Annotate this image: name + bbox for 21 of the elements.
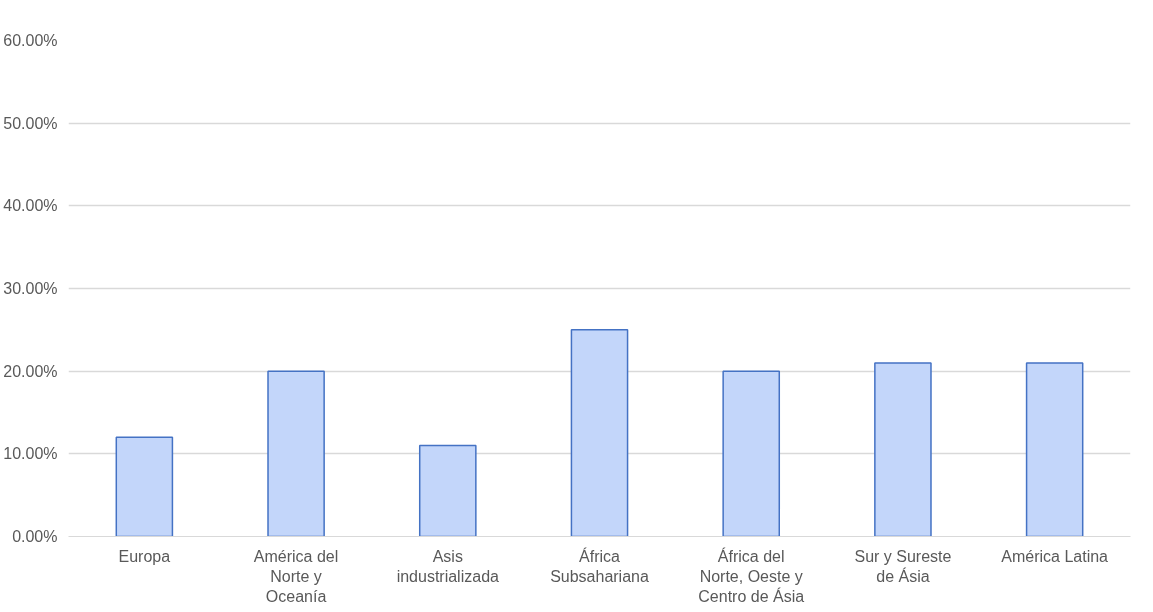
bar [1025,362,1084,537]
bar [722,370,781,537]
bar [115,436,174,537]
y-tick-label: 0.00% [12,528,58,545]
y-tick-label: 30.00% [3,280,58,297]
y-tick-label: 10.00% [3,445,58,463]
bar [874,362,932,537]
x-tick-label: África del Norte, Oeste y Centro de Ásia [698,546,805,606]
y-tick-label: 40.00% [3,197,58,215]
x-tick-label: África Subsahariana [550,546,649,585]
y-tick-label: 20.00% [3,362,58,380]
x-tick-label: América del Norte y Oceanía [253,547,339,606]
x-tick-label: Sur y Sureste de Ásia [854,547,952,585]
bar [570,329,629,537]
x-tick-label: Asis industrializada [396,547,500,585]
bar [267,370,325,537]
x-tick-label: Europa [118,547,171,565]
bar [418,444,477,537]
x-tick-label: América Latina [1001,547,1109,565]
y-tick-label: 50.00% [3,114,58,132]
y-tick-label: 60.00% [3,32,58,49]
